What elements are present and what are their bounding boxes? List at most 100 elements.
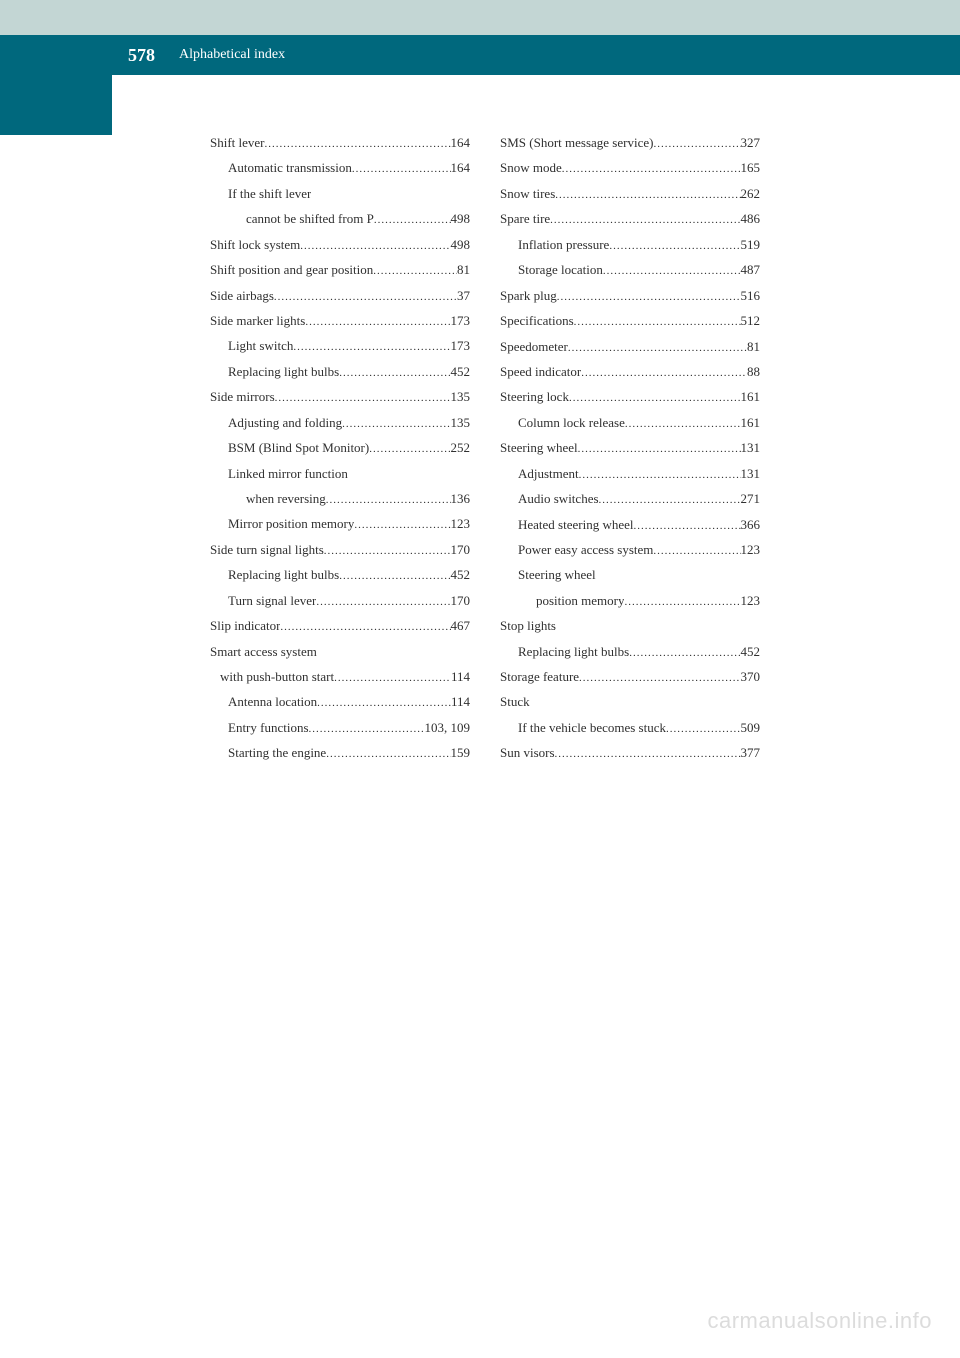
index-entry: Column lock release161 xyxy=(500,410,760,435)
entry-label: Storage location xyxy=(518,257,603,282)
index-entry: Replacing light bulbs 452 xyxy=(500,639,760,664)
entry-label: Stop lights xyxy=(500,613,556,638)
entry-page: 452 xyxy=(741,639,761,664)
entry-page: 516 xyxy=(741,283,761,308)
leader-dots xyxy=(324,541,451,562)
index-entry: Shift lever164 xyxy=(210,130,470,155)
entry-label: Spare tire xyxy=(500,206,550,231)
leader-dots xyxy=(557,287,741,308)
entry-page: 452 xyxy=(451,562,471,587)
entry-page: 161 xyxy=(741,384,761,409)
index-entry: SMS (Short message service)327 xyxy=(500,130,760,155)
index-entry: Stuck xyxy=(500,689,760,714)
entry-page: 161 xyxy=(741,410,761,435)
leader-dots xyxy=(555,185,740,206)
index-entry: Side airbags37 xyxy=(210,283,470,308)
leader-dots xyxy=(555,744,741,765)
leader-dots xyxy=(599,490,741,511)
entry-label: Speed indicator xyxy=(500,359,581,384)
entry-page: 131 xyxy=(741,435,761,460)
leader-dots xyxy=(339,363,450,384)
entry-label: Side mirrors xyxy=(210,384,275,409)
entry-label: Steering wheel xyxy=(518,562,596,587)
page-number: 578 xyxy=(128,45,155,66)
index-entry: Turn signal lever 170 xyxy=(210,588,470,613)
leader-dots xyxy=(293,337,450,358)
entry-page: 114 xyxy=(451,689,470,714)
entry-label: Storage feature xyxy=(500,664,579,689)
entry-page: 170 xyxy=(451,537,471,562)
entry-label: position memory xyxy=(536,588,624,613)
index-entry: Power easy access system123 xyxy=(500,537,760,562)
entry-label: Light switch xyxy=(228,333,293,358)
entry-page: 452 xyxy=(451,359,471,384)
entry-label: Inflation pressure xyxy=(518,232,609,257)
leader-dots xyxy=(305,312,450,333)
index-entry: Mirror position memory123 xyxy=(210,511,470,536)
index-entry: Heated steering wheel366 xyxy=(500,512,760,537)
entry-label: Steering wheel xyxy=(500,435,578,460)
index-entry: Shift lock system498 xyxy=(210,232,470,257)
index-entry: Steering wheel 131 xyxy=(500,435,760,460)
leader-dots xyxy=(352,159,451,180)
entry-label: Replacing light bulbs xyxy=(228,359,339,384)
index-entry: BSM (Blind Spot Monitor)252 xyxy=(210,435,470,460)
entry-page: 164 xyxy=(451,155,471,180)
leader-dots xyxy=(624,592,740,613)
entry-page: 509 xyxy=(741,715,761,740)
entry-label: Starting the engine xyxy=(228,740,326,765)
entry-label: when reversing xyxy=(246,486,326,511)
entry-label: Replacing light bulbs xyxy=(518,639,629,664)
index-entry: Antenna location 114 xyxy=(210,689,470,714)
entry-label: Heated steering wheel xyxy=(518,512,634,537)
entry-page: 165 xyxy=(741,155,761,180)
leader-dots xyxy=(634,516,741,537)
entry-page: 123 xyxy=(741,537,761,562)
index-entry: If the shift lever xyxy=(210,181,470,206)
right-column: SMS (Short message service)327Snow mode 1… xyxy=(500,130,760,766)
entry-page: 512 xyxy=(741,308,761,333)
leader-dots xyxy=(579,668,740,689)
leader-dots xyxy=(581,363,747,384)
leader-dots xyxy=(550,210,740,231)
entry-page: 159 xyxy=(451,740,471,765)
entry-label: Spark plug xyxy=(500,283,557,308)
index-entry: Adjustment131 xyxy=(500,461,760,486)
entry-page: 498 xyxy=(451,206,471,231)
entry-page: 103, 109 xyxy=(425,715,471,740)
entry-label: Shift lever xyxy=(210,130,265,155)
index-entry: Slip indicator467 xyxy=(210,613,470,638)
entry-label: cannot be shifted from P xyxy=(246,206,374,231)
entry-label: Antenna location xyxy=(228,689,317,714)
entry-label: Adjusting and folding xyxy=(228,410,342,435)
entry-page: 173 xyxy=(451,333,471,358)
entry-label: Replacing light bulbs xyxy=(228,562,339,587)
leader-dots xyxy=(653,541,740,562)
entry-page: 136 xyxy=(451,486,471,511)
entry-label: Steering lock xyxy=(500,384,569,409)
entry-page: 487 xyxy=(741,257,761,282)
entry-label: Adjustment xyxy=(518,461,579,486)
entry-label: Turn signal lever xyxy=(228,588,316,613)
leader-dots xyxy=(326,744,450,765)
leader-dots xyxy=(275,388,451,409)
index-entry: Speedometer81 xyxy=(500,334,760,359)
entry-label: with push-button start xyxy=(220,664,334,689)
watermark: carmanualsonline.info xyxy=(707,1308,932,1334)
entry-page: 123 xyxy=(741,588,761,613)
leader-dots xyxy=(666,719,741,740)
index-entry: Side mirrors135 xyxy=(210,384,470,409)
entry-label: SMS (Short message service) xyxy=(500,130,653,155)
index-entry: Snow tires262 xyxy=(500,181,760,206)
entry-page: 377 xyxy=(741,740,761,765)
entry-label: Side turn signal lights xyxy=(210,537,324,562)
entry-label: Speedometer xyxy=(500,334,568,359)
leader-dots xyxy=(562,159,741,180)
header-light-bar xyxy=(0,0,960,35)
entry-page: 170 xyxy=(451,588,471,613)
entry-label: Snow mode xyxy=(500,155,562,180)
index-entry: Replacing light bulbs 452 xyxy=(210,562,470,587)
index-entry: with push-button start114 xyxy=(210,664,470,689)
entry-label: Side marker lights xyxy=(210,308,305,333)
index-entry: Storage location 487 xyxy=(500,257,760,282)
